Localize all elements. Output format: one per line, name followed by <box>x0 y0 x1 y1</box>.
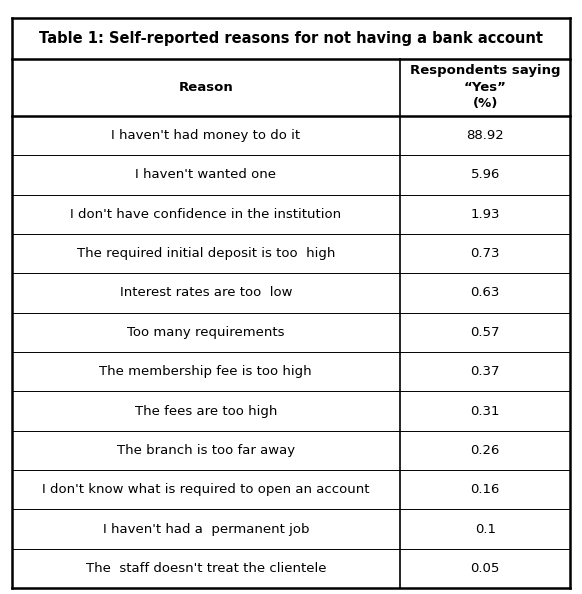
Text: Reason: Reason <box>179 81 233 94</box>
Text: Too many requirements: Too many requirements <box>127 326 285 339</box>
Text: The  staff doesn't treat the clientele: The staff doesn't treat the clientele <box>86 562 326 575</box>
Text: 0.63: 0.63 <box>470 286 500 299</box>
Text: 0.05: 0.05 <box>470 562 500 575</box>
Text: 0.26: 0.26 <box>470 444 500 457</box>
Text: Respondents saying
“Yes”
(%): Respondents saying “Yes” (%) <box>410 64 560 110</box>
Text: 0.57: 0.57 <box>470 326 500 339</box>
Text: 0.1: 0.1 <box>475 523 496 536</box>
Text: Interest rates are too  low: Interest rates are too low <box>119 286 292 299</box>
Text: I haven't had a  permanent job: I haven't had a permanent job <box>102 523 309 536</box>
Text: I haven't had money to do it: I haven't had money to do it <box>111 129 300 142</box>
Text: I don't know what is required to open an account: I don't know what is required to open an… <box>42 483 370 496</box>
Text: 0.37: 0.37 <box>470 365 500 378</box>
Text: 0.31: 0.31 <box>470 405 500 418</box>
Text: 88.92: 88.92 <box>466 129 504 142</box>
Text: The required initial deposit is too  high: The required initial deposit is too high <box>77 247 335 260</box>
Text: The fees are too high: The fees are too high <box>134 405 277 418</box>
Text: I haven't wanted one: I haven't wanted one <box>135 169 276 181</box>
Text: The membership fee is too high: The membership fee is too high <box>100 365 312 378</box>
Text: Table 1: Self-reported reasons for not having a bank account: Table 1: Self-reported reasons for not h… <box>39 31 543 46</box>
Text: 1.93: 1.93 <box>470 208 500 221</box>
Text: 5.96: 5.96 <box>470 169 500 181</box>
Text: I don't have confidence in the institution: I don't have confidence in the instituti… <box>70 208 342 221</box>
Text: 0.16: 0.16 <box>470 483 500 496</box>
Text: The branch is too far away: The branch is too far away <box>117 444 295 457</box>
Text: 0.73: 0.73 <box>470 247 500 260</box>
